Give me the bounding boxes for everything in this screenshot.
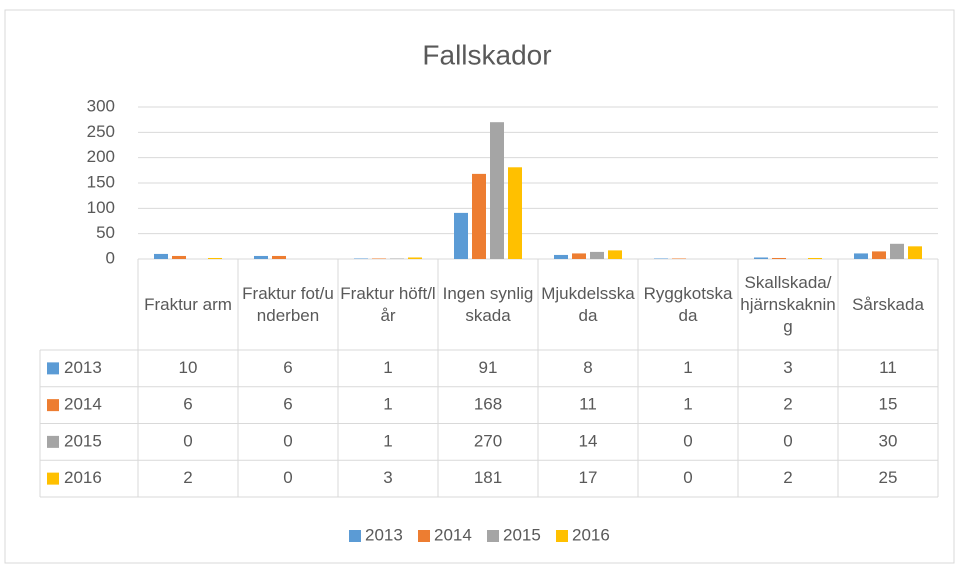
table-value: 1	[383, 395, 392, 414]
category-label: Ryggkotskada	[643, 284, 733, 325]
y-tick-label: 250	[87, 122, 115, 141]
table-value: 0	[283, 431, 292, 450]
bar	[590, 251, 604, 259]
category-label: Fraktur arm	[144, 295, 232, 314]
y-tick-label: 150	[87, 172, 115, 191]
bar	[372, 258, 386, 259]
legend-key	[487, 530, 499, 542]
table-legend-key	[47, 399, 59, 412]
table-value: 1	[683, 395, 692, 414]
bar	[572, 253, 586, 259]
bar	[154, 253, 168, 259]
table-value: 17	[579, 468, 598, 487]
category-label: Fraktur fot/underben	[242, 284, 334, 325]
bar	[554, 254, 568, 259]
y-tick-label: 300	[87, 96, 115, 115]
bar	[808, 257, 822, 259]
table-value: 14	[579, 431, 598, 450]
table-value: 270	[474, 431, 502, 450]
bar	[872, 251, 886, 259]
category-label: Ingen synlig skada	[442, 284, 534, 325]
legend-key	[349, 530, 361, 542]
table-value: 91	[479, 358, 498, 377]
bar	[508, 167, 522, 259]
table-value: 6	[183, 395, 192, 414]
table-legend-key	[47, 472, 59, 485]
table-value: 8	[583, 358, 592, 377]
table-series-name: 2015	[64, 431, 102, 450]
legend-label: 2016	[572, 525, 610, 544]
table-value: 6	[283, 395, 292, 414]
bar	[772, 257, 786, 259]
table-value: 1	[383, 358, 392, 377]
bar	[272, 255, 286, 259]
table-value: 3	[383, 468, 392, 487]
legend-label: 2014	[434, 525, 472, 544]
table-value: 1	[683, 358, 692, 377]
table-value: 0	[683, 431, 692, 450]
bar	[854, 253, 868, 259]
table-value: 6	[283, 358, 292, 377]
table-value: 11	[879, 358, 897, 377]
legend-key	[418, 530, 430, 542]
legend-label: 2015	[503, 525, 541, 544]
legend-key	[556, 530, 568, 542]
table-value: 25	[879, 468, 898, 487]
y-tick-label: 50	[96, 223, 115, 242]
bar	[408, 257, 422, 259]
table-series-name: 2013	[64, 358, 102, 377]
table-value: 0	[683, 468, 692, 487]
y-tick-label: 100	[87, 198, 115, 217]
bar	[454, 212, 468, 259]
table-value: 0	[183, 431, 192, 450]
table-value: 3	[783, 358, 792, 377]
table-value: 11	[579, 395, 597, 414]
chart-border	[4, 9, 955, 564]
category-label: Sårskada	[852, 295, 924, 314]
bar	[390, 258, 404, 259]
table-legend-key	[47, 362, 59, 375]
legend-label: 2013	[365, 525, 403, 544]
table-series-name: 2016	[64, 468, 102, 487]
bar	[890, 243, 904, 259]
bar	[754, 257, 768, 259]
bar	[354, 258, 368, 259]
bar	[672, 258, 686, 259]
table-value: 0	[783, 431, 792, 450]
table-value: 15	[879, 395, 898, 414]
table-value: 1	[383, 431, 392, 450]
bar	[208, 257, 222, 259]
table-value: 2	[783, 468, 792, 487]
bar	[490, 122, 504, 259]
category-label: Mjukdelsskada	[541, 284, 635, 325]
bar	[908, 246, 922, 259]
table-value: 2	[783, 395, 792, 414]
chart-title: Fallskador	[422, 39, 551, 70]
table-legend-key	[47, 435, 59, 448]
bar	[472, 173, 486, 259]
category-label: Fraktur höft/lår	[340, 284, 436, 325]
table-value: 10	[179, 358, 198, 377]
bar	[254, 255, 268, 259]
bar	[654, 258, 668, 259]
table-value: 181	[474, 468, 502, 487]
table-value: 2	[183, 468, 192, 487]
table-value: 0	[283, 468, 292, 487]
category-label: Skallskada/hjärnskakning	[740, 273, 836, 336]
table-value: 30	[879, 431, 898, 450]
table-series-name: 2014	[64, 395, 102, 414]
y-tick-label: 200	[87, 147, 115, 166]
bar	[172, 255, 186, 259]
bar	[608, 250, 622, 259]
table-value: 168	[474, 395, 502, 414]
y-tick-label: 0	[106, 248, 115, 267]
